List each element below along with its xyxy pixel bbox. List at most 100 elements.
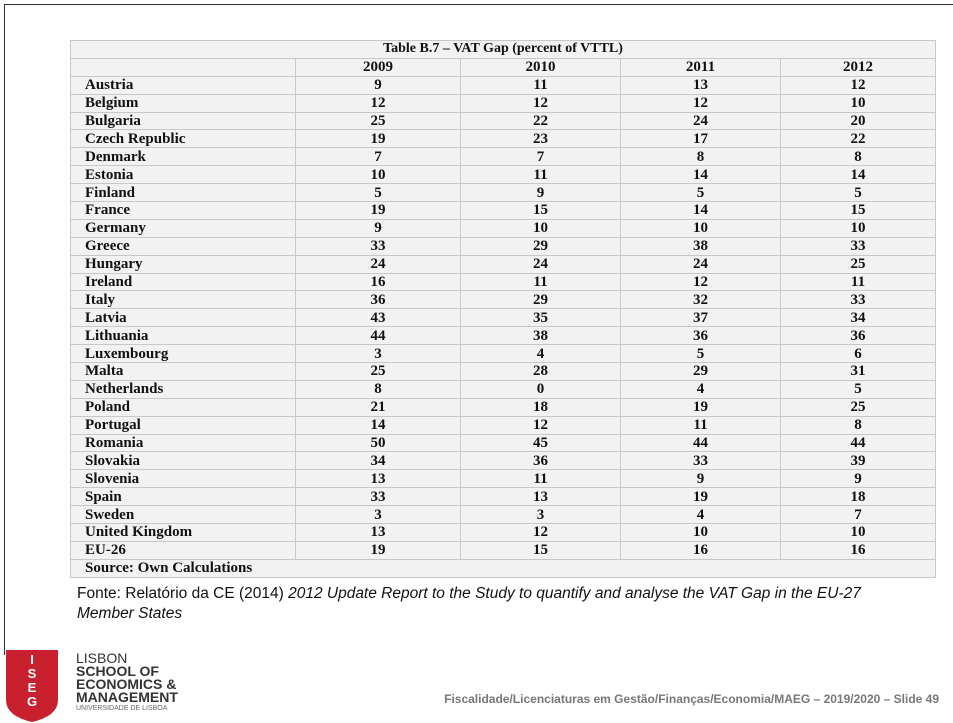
data-row: Italy 36 29 32 33 [70, 290, 936, 310]
value-cell: 36 [295, 290, 461, 310]
country-cell: Czech Republic [70, 129, 296, 149]
value-cell: 33 [780, 236, 936, 256]
value-cell: 3 [295, 344, 461, 364]
value-cell: 33 [620, 451, 781, 471]
value-cell: 24 [460, 254, 621, 274]
data-row: Estonia 10 11 14 14 [70, 165, 936, 185]
country-cell: Sweden [70, 505, 296, 525]
value-cell: 5 [780, 183, 936, 203]
shield-letter: G [27, 694, 37, 709]
data-row: France 19 15 14 15 [70, 201, 936, 220]
value-cell: 38 [460, 326, 621, 346]
value-cell: 13 [295, 523, 461, 542]
country-cell: Belgium [70, 93, 296, 113]
value-cell: 11 [620, 415, 781, 435]
header-cell: 2010 [460, 57, 621, 77]
value-cell: 15 [460, 540, 621, 560]
data-row: Portugal 14 12 11 8 [70, 415, 936, 435]
country-cell: EU-26 [70, 540, 296, 560]
value-cell: 34 [295, 451, 461, 471]
value-cell: 7 [780, 505, 936, 525]
value-cell: 10 [460, 218, 621, 238]
value-cell: 4 [460, 344, 621, 364]
value-cell: 16 [780, 540, 936, 560]
value-cell: 13 [295, 469, 461, 489]
value-cell: 12 [460, 93, 621, 113]
value-cell: 12 [620, 93, 781, 113]
value-cell: 11 [780, 272, 936, 292]
value-cell: 8 [295, 379, 461, 399]
value-cell: 16 [295, 272, 461, 292]
value-cell: 9 [460, 183, 621, 203]
value-cell: 20 [780, 111, 936, 131]
value-cell: 45 [460, 433, 621, 453]
value-cell: 17 [620, 129, 781, 149]
value-cell: 12 [620, 272, 781, 292]
data-row: Sweden 3 3 4 7 [70, 505, 936, 525]
value-cell: 8 [780, 415, 936, 435]
value-cell: 14 [780, 165, 936, 185]
data-row: Latvia 43 35 37 34 [70, 308, 936, 328]
value-cell: 9 [295, 75, 461, 95]
country-cell: Spain [70, 487, 296, 507]
country-cell: Lithuania [70, 326, 296, 346]
value-cell: 10 [780, 93, 936, 113]
country-cell: Netherlands [70, 379, 296, 399]
value-cell: 25 [295, 111, 461, 131]
value-cell: 9 [295, 218, 461, 238]
country-cell: Slovenia [70, 469, 296, 489]
value-cell: 24 [620, 254, 781, 274]
value-cell: 36 [780, 326, 936, 346]
value-cell: 21 [295, 397, 461, 417]
value-cell: 10 [620, 218, 781, 238]
logo-line: MANAGEMENT [76, 689, 178, 705]
value-cell: 12 [460, 415, 621, 435]
value-cell: 29 [460, 290, 621, 310]
data-row: Czech Republic 19 23 17 22 [70, 129, 936, 149]
logo-text: LISBON SCHOOL OF ECONOMICS & MANAGEMENT UNIV… [76, 651, 178, 714]
header-cell: 2009 [295, 57, 461, 77]
value-cell: 22 [780, 129, 936, 149]
value-cell: 24 [295, 254, 461, 274]
shield-letter: E [28, 680, 37, 695]
data-row: Finland 5 9 5 5 [70, 183, 936, 203]
source-note: Fonte: Relatório da CE (2014) 2012 Updat… [77, 584, 897, 624]
value-cell: 5 [295, 183, 461, 203]
country-cell: United Kingdom [70, 523, 296, 542]
data-row: Spain 33 13 19 18 [70, 487, 936, 507]
data-row: Bulgaria 25 22 24 20 [70, 111, 936, 131]
country-cell: Italy [70, 290, 296, 310]
value-cell: 9 [780, 469, 936, 489]
value-cell: 19 [295, 129, 461, 149]
value-cell: 29 [460, 236, 621, 256]
value-cell: 6 [780, 344, 936, 364]
table-source: Source: Own Calculations [70, 558, 936, 578]
value-cell: 39 [780, 451, 936, 471]
value-cell: 7 [460, 147, 621, 167]
value-cell: 14 [620, 165, 781, 185]
value-cell: 12 [295, 93, 461, 113]
title-row: Table B.7 – VAT Gap (percent of VTTL) [70, 40, 936, 59]
value-cell: 5 [620, 344, 781, 364]
value-cell: 12 [780, 75, 936, 95]
value-cell: 24 [620, 111, 781, 131]
data-row: Austria 9 11 13 12 [70, 75, 936, 95]
header-cell: 2011 [620, 57, 781, 77]
value-cell: 18 [460, 397, 621, 417]
value-cell: 15 [460, 201, 621, 220]
value-cell: 7 [295, 147, 461, 167]
value-cell: 25 [295, 362, 461, 381]
value-cell: 11 [460, 75, 621, 95]
value-cell: 5 [620, 183, 781, 203]
data-row: Luxembourg 3 4 5 6 [70, 344, 936, 364]
value-cell: 33 [295, 487, 461, 507]
table-title: Table B.7 – VAT Gap (percent of VTTL) [70, 40, 936, 59]
shield [6, 650, 58, 722]
value-cell: 11 [460, 165, 621, 185]
data-row: Greece 33 29 38 33 [70, 236, 936, 256]
shield-letter: I [30, 652, 34, 667]
data-row: Hungary 24 24 24 25 [70, 254, 936, 274]
logo-university: UNIVERSIDADE DE LISBOA [76, 705, 168, 712]
value-cell: 34 [780, 308, 936, 328]
